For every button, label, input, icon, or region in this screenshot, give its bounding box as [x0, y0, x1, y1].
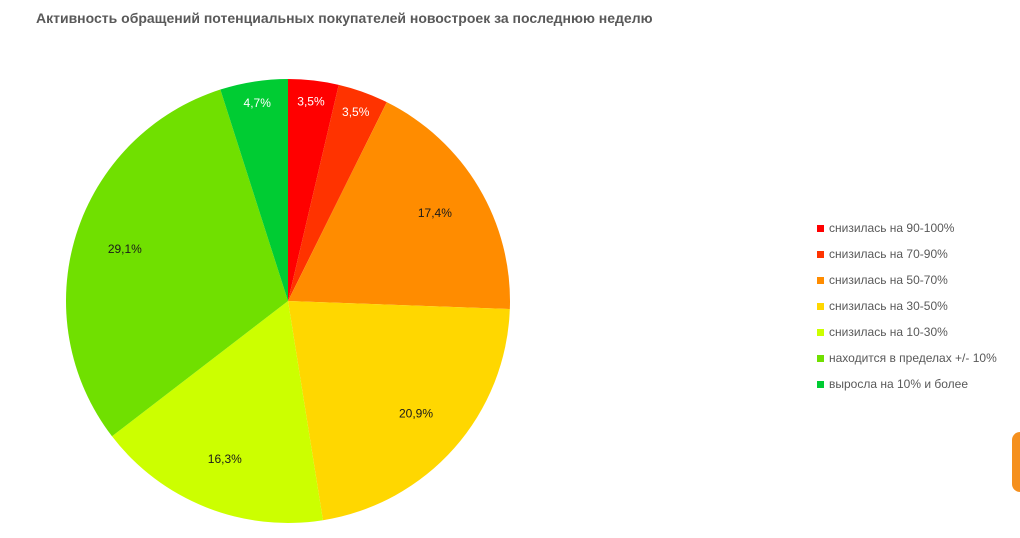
- slice-value-label: 4,7%: [244, 96, 272, 110]
- slice-value-label: 3,5%: [342, 105, 370, 119]
- legend-item: снизилась на 50-70%: [817, 267, 997, 293]
- legend-item: находится в пределах +/- 10%: [817, 345, 997, 371]
- legend-swatch: [817, 328, 824, 336]
- chart-title: Активность обращений потенциальных покуп…: [36, 10, 653, 26]
- legend-label: снизилась на 10-30%: [829, 325, 948, 339]
- legend-item: снизилась на 10-30%: [817, 319, 997, 345]
- legend-label: снизилась на 50-70%: [829, 273, 948, 287]
- pie-slice: [111, 301, 323, 523]
- pie-slice: [288, 79, 339, 301]
- legend-swatch: [817, 354, 824, 362]
- legend-item: снизилась на 90-100%: [817, 215, 997, 241]
- legend-label: снизилась на 30-50%: [829, 299, 948, 313]
- pie-slice: [288, 84, 387, 301]
- legend-swatch: [817, 250, 824, 258]
- pie-slice: [288, 102, 510, 310]
- slice-value-label: 17,4%: [418, 206, 452, 220]
- slice-value-label: 16,3%: [208, 452, 242, 466]
- legend-swatch: [817, 276, 824, 284]
- legend-item: снизилась на 70-90%: [817, 241, 997, 267]
- slice-value-label: 3,5%: [297, 95, 325, 109]
- pie-slice: [220, 79, 288, 301]
- legend-label: снизилась на 70-90%: [829, 247, 948, 261]
- legend-item: снизилась на 30-50%: [817, 293, 997, 319]
- slice-value-label: 29,1%: [108, 242, 142, 256]
- pie-slice: [66, 89, 288, 437]
- legend-swatch: [817, 380, 824, 388]
- legend-item: выросла на 10% и более: [817, 371, 997, 397]
- legend-label: находится в пределах +/- 10%: [829, 351, 997, 365]
- legend: снизилась на 90-100% снизилась на 70-90% с…: [817, 215, 997, 397]
- side-tab[interactable]: [1012, 432, 1020, 492]
- legend-label: выросла на 10% и более: [829, 377, 969, 391]
- pie-slice: [288, 301, 510, 521]
- legend-swatch: [817, 224, 824, 232]
- legend-swatch: [817, 302, 824, 310]
- legend-label: снизилась на 90-100%: [829, 221, 955, 235]
- slice-value-label: 20,9%: [399, 406, 433, 420]
